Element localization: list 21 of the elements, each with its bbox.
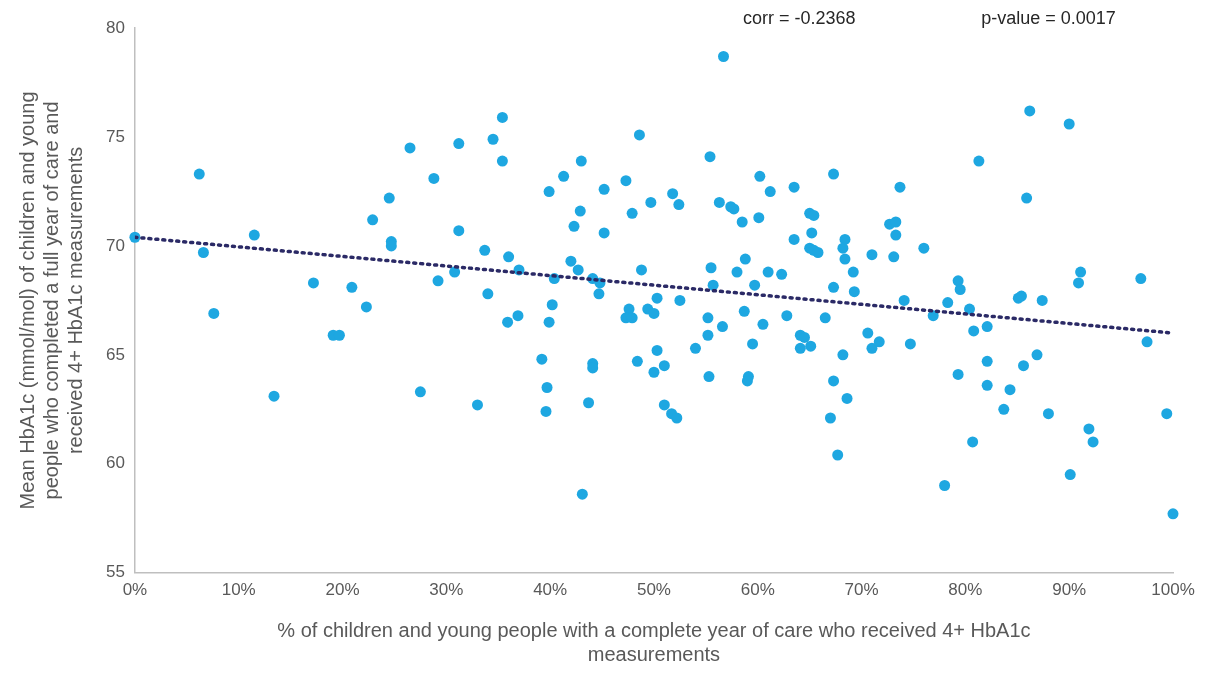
y-tick-label: 70 bbox=[105, 235, 125, 255]
x-tick-label: 70% bbox=[844, 580, 879, 600]
x-tick-label: 50% bbox=[636, 580, 671, 600]
x-tick-label: 0% bbox=[122, 580, 148, 600]
x-tick-label: 100% bbox=[1151, 580, 1195, 600]
annotation: p-value = 0.0017 bbox=[981, 7, 1116, 28]
annotation: corr = -0.2368 bbox=[743, 7, 856, 28]
x-tick-label: 20% bbox=[325, 580, 360, 600]
x-tick-label: 60% bbox=[740, 580, 775, 600]
y-axis-title: Mean HbA1c (mmol/mol) of children and young people who completed a full year of care and received 4+ HbA1c measurements bbox=[15, 91, 86, 510]
x-tick-label: 30% bbox=[429, 580, 464, 600]
x-tick-label: 80% bbox=[948, 580, 983, 600]
y-tick-label: 60 bbox=[105, 453, 125, 473]
x-tick-label: 90% bbox=[1052, 580, 1087, 600]
y-tick-label: 80 bbox=[105, 17, 125, 37]
y-tick-label: 65 bbox=[105, 344, 125, 364]
x-tick-label: 10% bbox=[221, 580, 256, 600]
x-axis-title: % of children and young people with a complete year of care who received 4+ HbA1c measurements bbox=[277, 618, 1031, 665]
y-tick-label: 55 bbox=[105, 562, 125, 582]
y-tick-label: 75 bbox=[105, 126, 125, 146]
x-tick-label: 40% bbox=[533, 580, 568, 600]
